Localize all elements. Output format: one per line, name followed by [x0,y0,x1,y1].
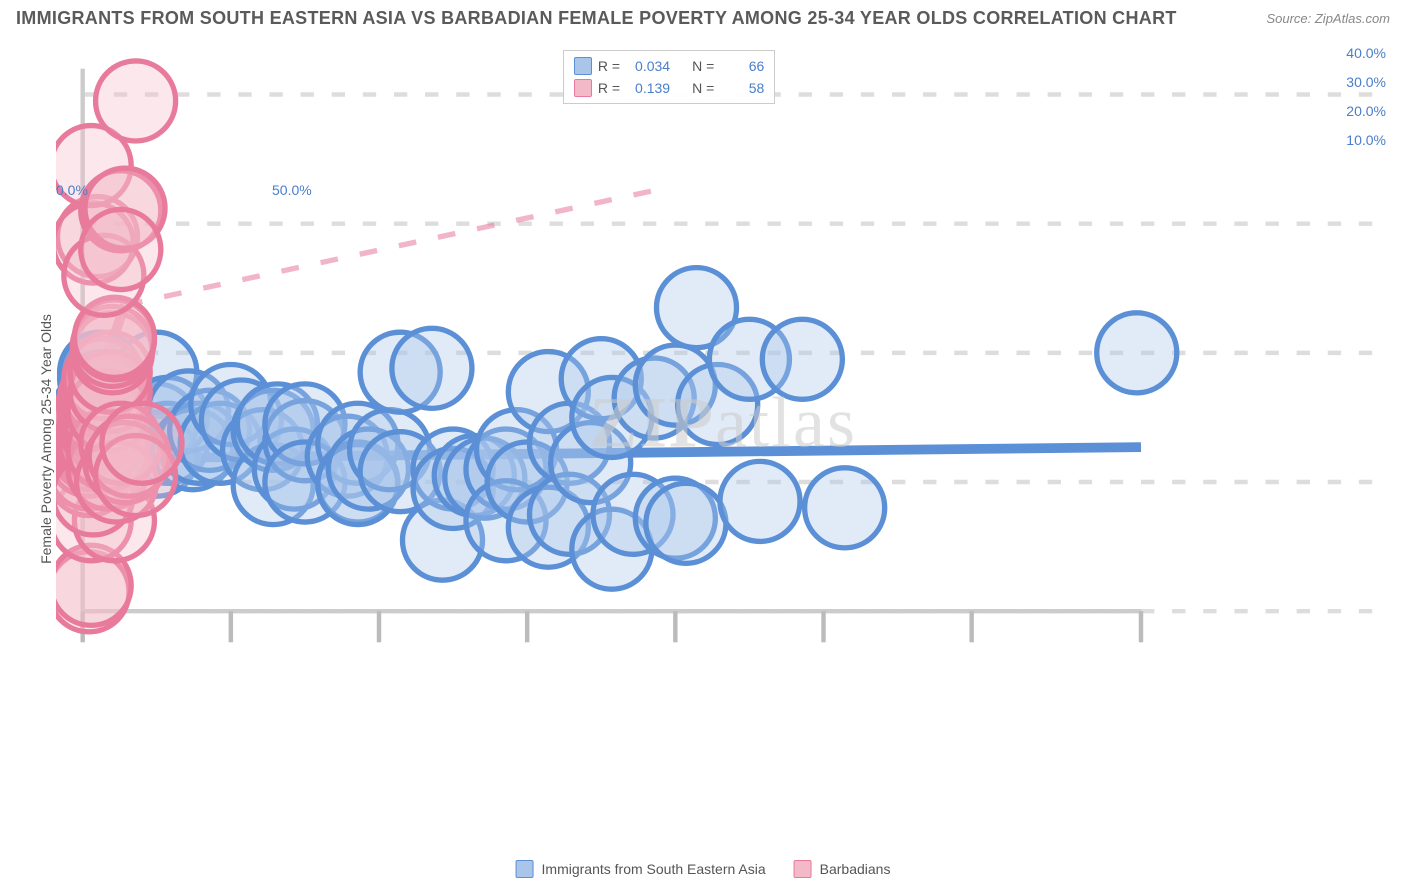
chart-title: IMMIGRANTS FROM SOUTH EASTERN ASIA VS BA… [16,8,1177,29]
scatter-plot [56,42,1390,709]
stat-n-value: 66 [720,58,764,74]
y-tick-label: 10.0% [1346,132,1386,148]
legend-item: Barbadians [794,860,891,878]
legend-item: Immigrants from South Eastern Asia [516,860,766,878]
y-tick-label: 20.0% [1346,103,1386,119]
stat-r-value: 0.139 [626,80,670,96]
stat-n-label: N = [692,80,714,96]
stat-r-value: 0.034 [626,58,670,74]
legend-swatch [574,57,592,75]
stat-n-label: N = [692,58,714,74]
y-tick-label: 30.0% [1346,74,1386,90]
stat-r-label: R = [598,58,620,74]
stats-legend-box: R = 0.034 N = 66 R = 0.139 N = 58 [563,50,775,104]
legend-swatch [574,79,592,97]
x-tick-label: 50.0% [272,182,312,198]
stats-row: R = 0.034 N = 66 [574,55,764,77]
legend-swatch [516,860,534,878]
stat-n-value: 58 [720,80,764,96]
y-axis-label: Female Poverty Among 25-34 Year Olds [38,314,54,564]
x-tick-label: 0.0% [56,182,88,198]
legend-label: Barbadians [820,861,891,877]
legend-swatch [794,860,812,878]
y-tick-label: 40.0% [1346,45,1386,61]
bottom-legend: Immigrants from South Eastern Asia Barbad… [516,860,891,878]
source-label: Source: ZipAtlas.com [1266,11,1390,26]
legend-label: Immigrants from South Eastern Asia [542,861,766,877]
chart-container: Female Poverty Among 25-34 Year Olds ZIP… [56,42,1390,836]
stats-row: R = 0.139 N = 58 [574,77,764,99]
stat-r-label: R = [598,80,620,96]
header: IMMIGRANTS FROM SOUTH EASTERN ASIA VS BA… [0,0,1406,33]
